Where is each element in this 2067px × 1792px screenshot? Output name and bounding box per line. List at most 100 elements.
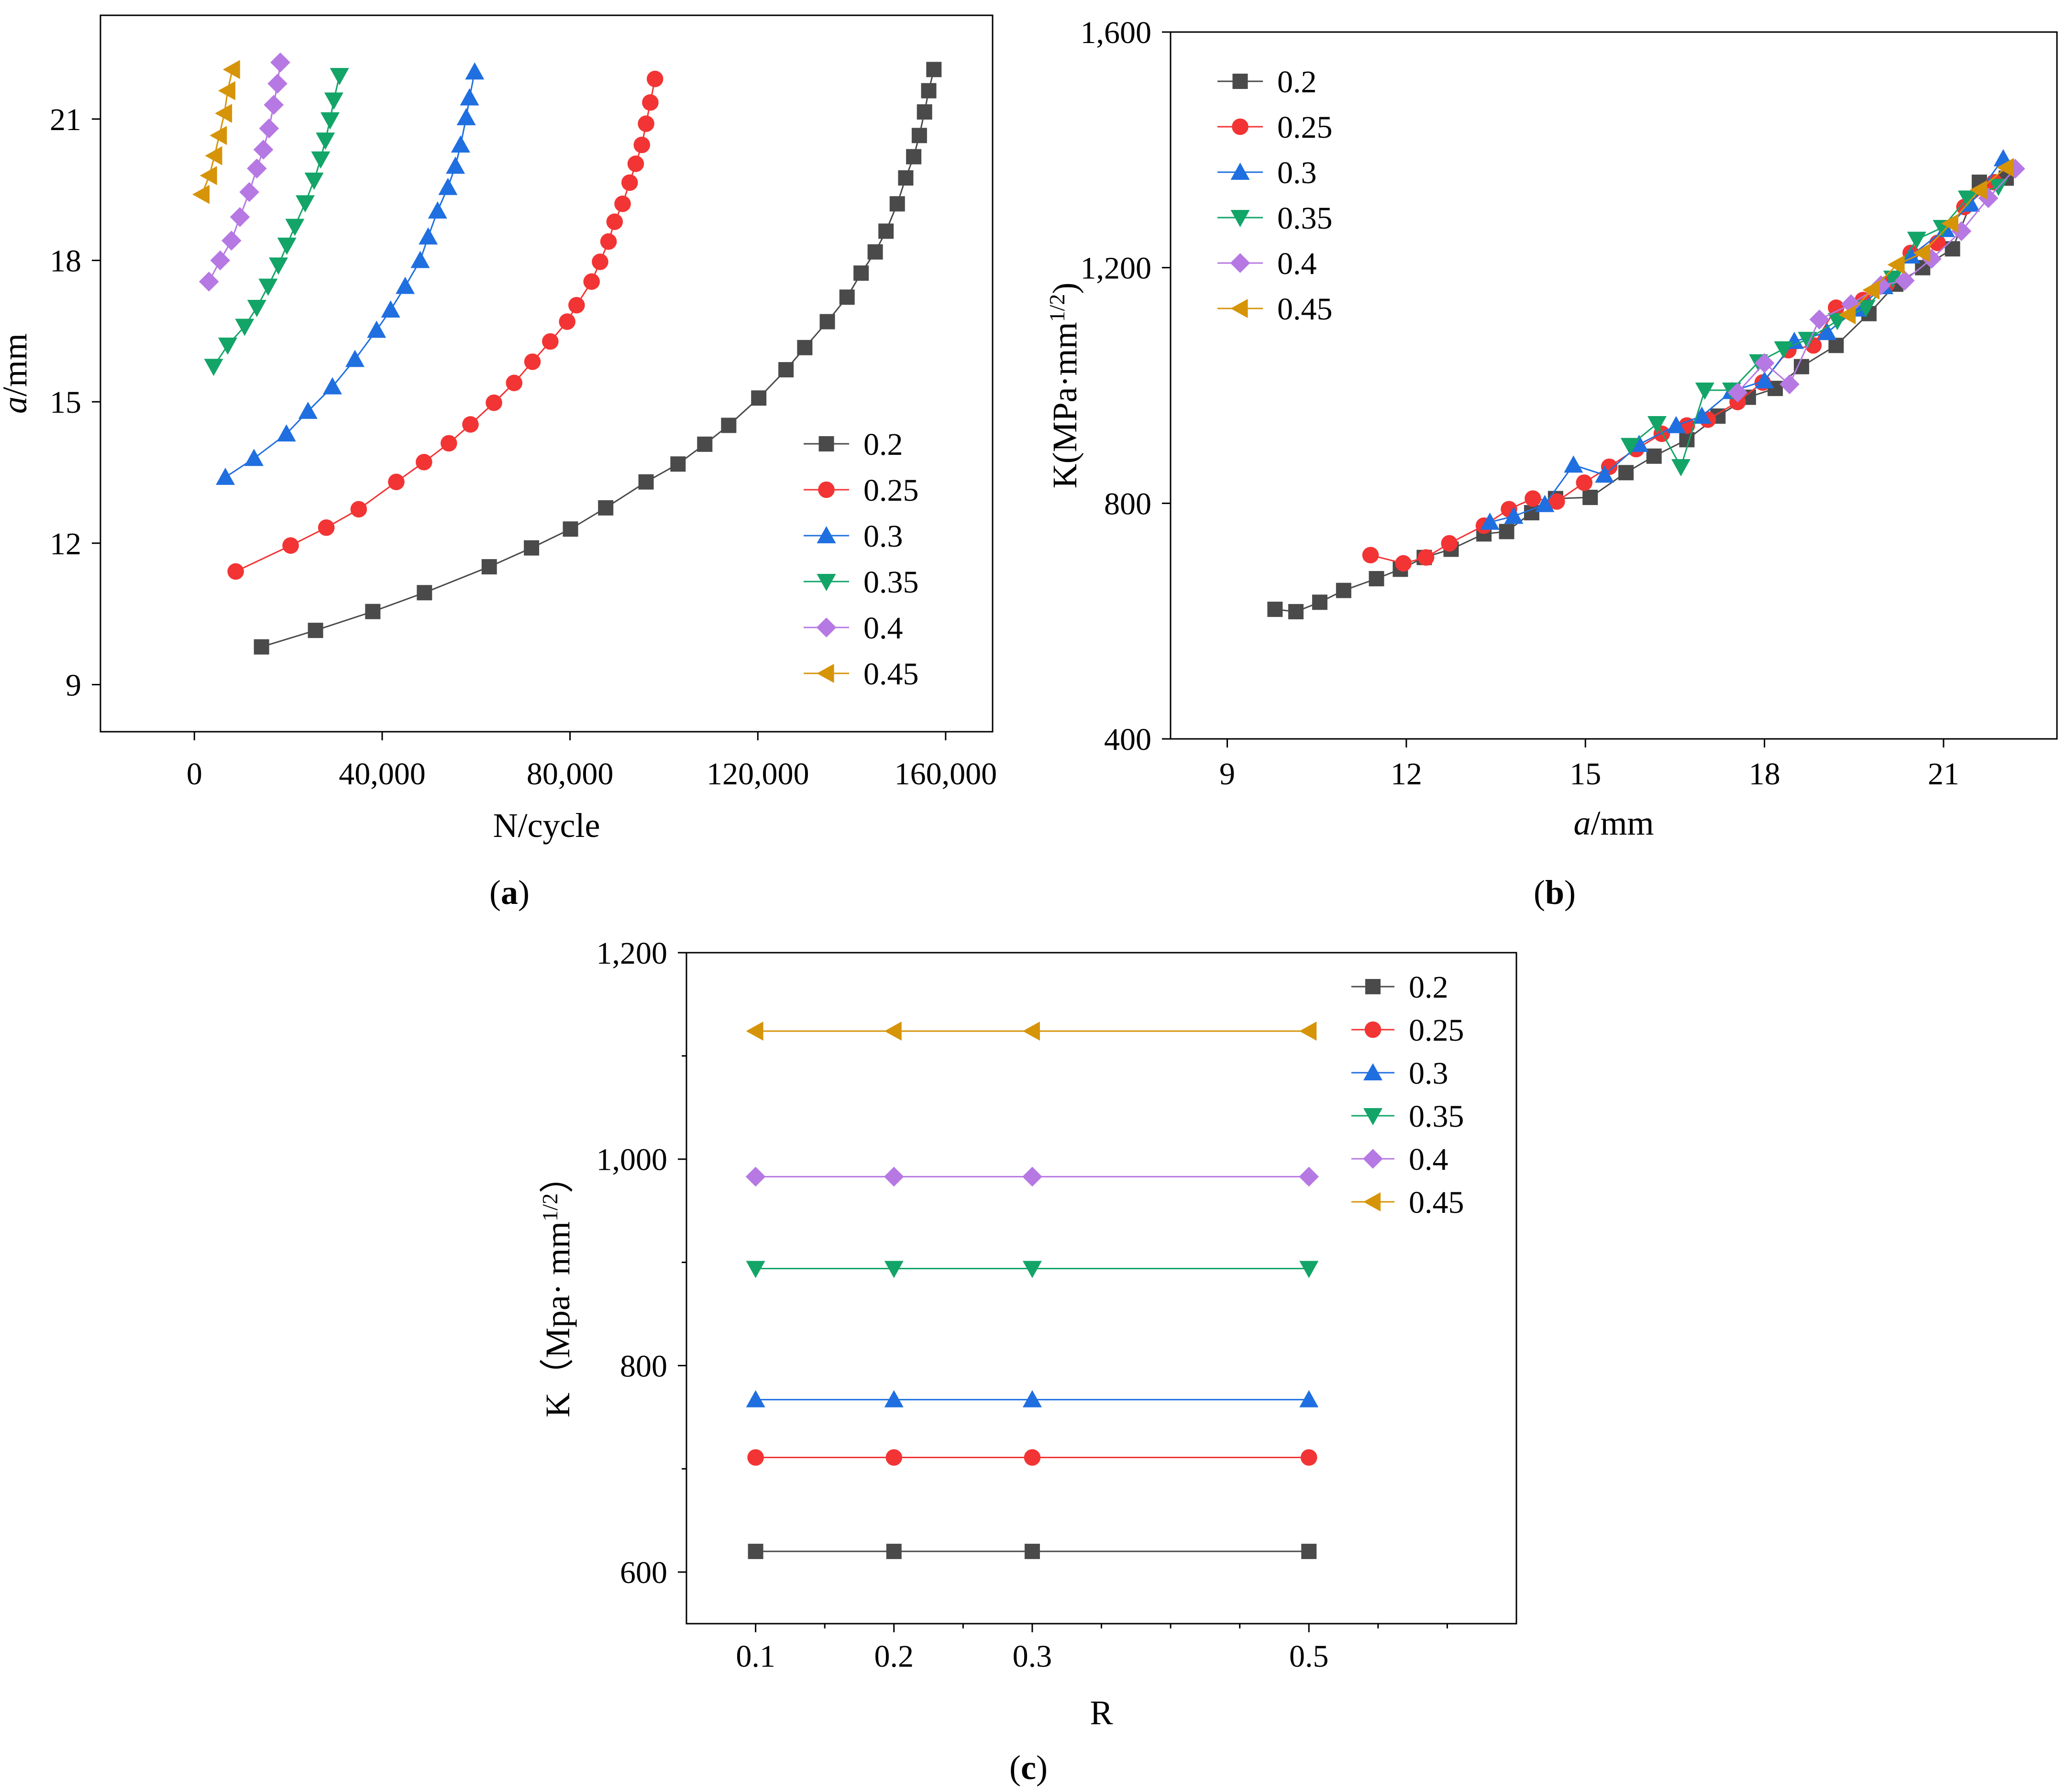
data-point: [1913, 243, 1931, 263]
data-point: [1312, 594, 1327, 610]
data-point: [1024, 1543, 1040, 1559]
data-point: [218, 81, 236, 100]
data-point: [322, 377, 342, 395]
data-point: [304, 172, 324, 190]
data-point: [460, 88, 479, 106]
data-point: [311, 151, 331, 169]
series-0_2: [254, 62, 942, 655]
data-point: [911, 128, 927, 143]
data-point: [839, 289, 855, 305]
data-point: [1887, 255, 1905, 275]
y-tick-label: 9: [66, 668, 81, 703]
data-point: [1907, 231, 1926, 249]
data-point: [1780, 374, 1800, 395]
data-point: [884, 1390, 904, 1407]
data-point: [751, 390, 767, 406]
y-tick-label: 1,600: [1081, 15, 1152, 50]
data-point: [1480, 512, 1500, 530]
legend-marker: [1230, 163, 1250, 180]
x-tick-label: 15: [1570, 757, 1601, 792]
data-point: [746, 1261, 765, 1278]
data-point: [1941, 214, 1958, 233]
data-point: [1441, 535, 1458, 552]
data-point: [1695, 382, 1714, 400]
x-axis-title: a/mm: [1573, 804, 1654, 842]
data-point: [1671, 459, 1691, 476]
data-point: [276, 424, 296, 442]
data-point: [247, 158, 267, 179]
y-tick-label: 800: [1104, 486, 1151, 521]
data-point: [1679, 432, 1695, 448]
data-point: [438, 177, 458, 195]
series-0_2: [1267, 170, 2014, 619]
data-point: [563, 521, 578, 537]
data-point: [642, 94, 659, 111]
data-point: [381, 300, 400, 318]
data-point: [247, 300, 266, 318]
x-tick-label: 21: [1928, 757, 1959, 792]
y-tick-label: 1,000: [597, 1143, 668, 1177]
data-point: [388, 473, 405, 490]
data-point: [1957, 190, 1977, 208]
data-point: [633, 136, 651, 154]
data-point: [210, 250, 231, 271]
data-point: [1841, 294, 1861, 314]
data-point: [1299, 1166, 1319, 1187]
data-point: [1299, 1261, 1319, 1278]
data-point: [506, 374, 523, 391]
data-point: [568, 297, 585, 314]
data-point: [428, 201, 447, 219]
data-point: [462, 416, 479, 433]
data-point: [884, 1166, 904, 1187]
data-point: [1856, 300, 1876, 318]
data-point: [227, 563, 244, 580]
data-point: [1022, 1022, 1040, 1041]
legend-label: 0.45: [863, 657, 919, 692]
data-point: [2005, 158, 2025, 179]
data-point: [205, 146, 222, 165]
series-0_45: [192, 60, 240, 204]
legend-label: 0.2: [1277, 65, 1317, 99]
data-point: [606, 213, 623, 230]
y-tick-label: 600: [620, 1555, 667, 1590]
data-point: [285, 219, 305, 236]
series-0_4: [199, 52, 290, 292]
data-point: [417, 585, 432, 601]
data-point: [269, 257, 288, 275]
data-point: [748, 1543, 763, 1559]
series-0_3: [216, 62, 485, 485]
series-line: [1370, 181, 1995, 564]
plot-frame: [99, 14, 994, 733]
legend-marker: [818, 481, 835, 498]
x-tick-label: 0.5: [1289, 1639, 1329, 1674]
y-tick-label: 15: [50, 385, 81, 420]
data-point: [192, 185, 210, 204]
data-point: [1666, 416, 1686, 433]
x-tick-label: 0: [187, 757, 202, 792]
x-tick-label: 12: [1391, 757, 1422, 792]
data-point: [441, 435, 457, 452]
legend-marker: [1232, 74, 1248, 89]
data-point: [1862, 280, 1880, 300]
data-point: [410, 251, 430, 268]
data-point: [721, 418, 737, 433]
data-point: [1895, 270, 1915, 291]
data-point: [367, 320, 387, 338]
legend-label: 0.35: [1409, 1099, 1464, 1134]
series-line: [1275, 177, 2007, 613]
legend-label: 0.4: [1277, 246, 1317, 281]
chart-c: 0.1 0.2 0.3 0.5 600 800 1,000 1,200 R K（Mpa· mm1/…: [538, 936, 1517, 1787]
legend-label: 0.2: [1409, 970, 1448, 1005]
x-tick-label: 18: [1749, 757, 1780, 792]
data-point: [559, 313, 575, 330]
data-point: [1301, 1543, 1317, 1559]
chart-b: 9 12 15 18 21 400 800 1,200 1,600 a/mm K(MPa·mm1/2…: [1045, 15, 2058, 912]
data-point: [1809, 309, 1830, 330]
legend-label: 0.25: [863, 473, 919, 508]
data-point: [884, 1261, 904, 1278]
data-point: [1793, 359, 1809, 374]
y-tick-label: 12: [50, 527, 81, 561]
data-point: [1883, 270, 1902, 288]
legend-label: 0.35: [863, 565, 919, 600]
data-point: [627, 155, 644, 172]
